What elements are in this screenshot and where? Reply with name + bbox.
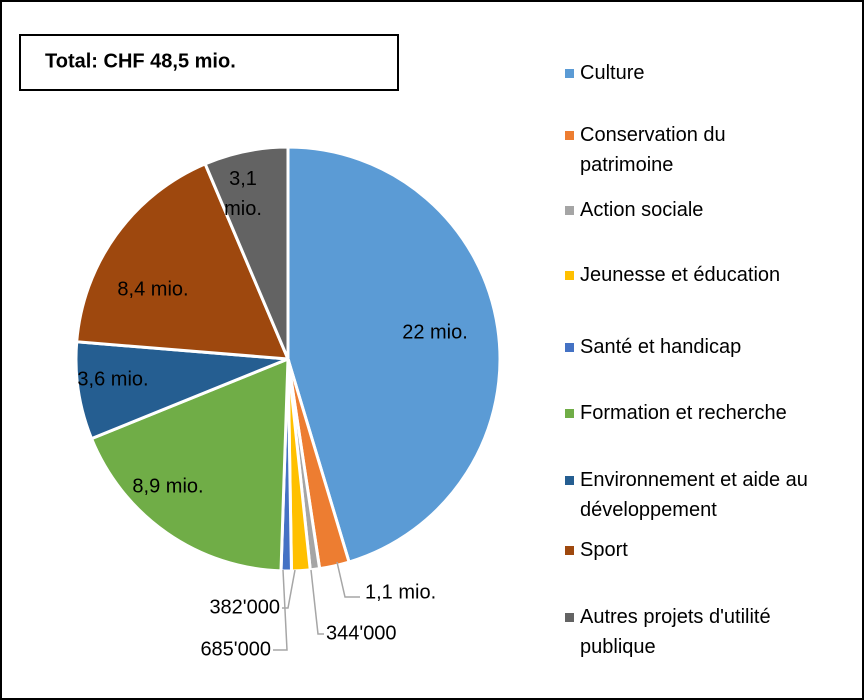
legend-entry: Autres projets d'utilité publique	[565, 602, 840, 662]
pie-slice	[75, 161, 291, 361]
data-label: 8,9 mio.	[132, 475, 203, 497]
title-box	[19, 34, 399, 91]
legend-swatch	[565, 206, 574, 215]
pie-slice	[74, 340, 289, 441]
leader-line	[273, 569, 288, 651]
legend-label: Culture	[580, 62, 645, 84]
pie-slice	[203, 145, 290, 360]
pie-slice	[286, 145, 502, 564]
legend-label: Conservation du patrimoine	[580, 124, 726, 176]
legend-entry: Culture	[565, 58, 864, 88]
legend-label: Environnement et aide au développement	[580, 469, 808, 521]
legend-label: Jeunesse et éducation	[580, 264, 781, 286]
data-label: 22 mio.	[402, 321, 468, 343]
data-label: 685'000	[200, 638, 271, 660]
data-label: 8,4 mio.	[117, 278, 188, 300]
legend-label: Action sociale	[580, 199, 704, 221]
data-label: 344'000	[326, 622, 397, 644]
legend-label: Autres projets d'utilité publique	[580, 606, 771, 658]
legend-swatch	[565, 613, 574, 622]
legend-entry: Jeunesse et éducation	[565, 260, 864, 290]
legend-swatch	[565, 271, 574, 280]
legend-entry: Conservation du patrimoine	[565, 120, 810, 180]
legend-label: Sport	[580, 539, 628, 561]
legend-label: Santé et handicap	[580, 336, 742, 358]
legend-label: Formation et recherche	[580, 402, 787, 424]
legend-entry: Environnement et aide au développement	[565, 465, 830, 525]
legend-swatch	[565, 546, 574, 555]
pie-slice	[89, 356, 290, 573]
legend-swatch	[565, 476, 574, 485]
leader-line	[310, 569, 324, 635]
chart-title: Total: CHF 48,5 mio.	[45, 50, 236, 72]
legend-entry: Sport	[565, 535, 864, 565]
legend-entry: Santé et handicap	[565, 332, 864, 362]
leader-line	[282, 569, 296, 609]
data-label: 1,1 mio.	[365, 581, 436, 603]
legend-swatch	[565, 409, 574, 418]
data-label: 3,6 mio.	[77, 368, 148, 390]
legend-swatch	[565, 69, 574, 78]
legend-swatch	[565, 343, 574, 352]
legend-entry: Action sociale	[565, 195, 864, 225]
legend-swatch	[565, 131, 574, 140]
data-label: 382'000	[209, 596, 280, 618]
data-label: 3,1 mio.	[224, 168, 262, 220]
leader-line	[336, 561, 360, 598]
legend-entry: Formation et recherche	[565, 398, 864, 428]
